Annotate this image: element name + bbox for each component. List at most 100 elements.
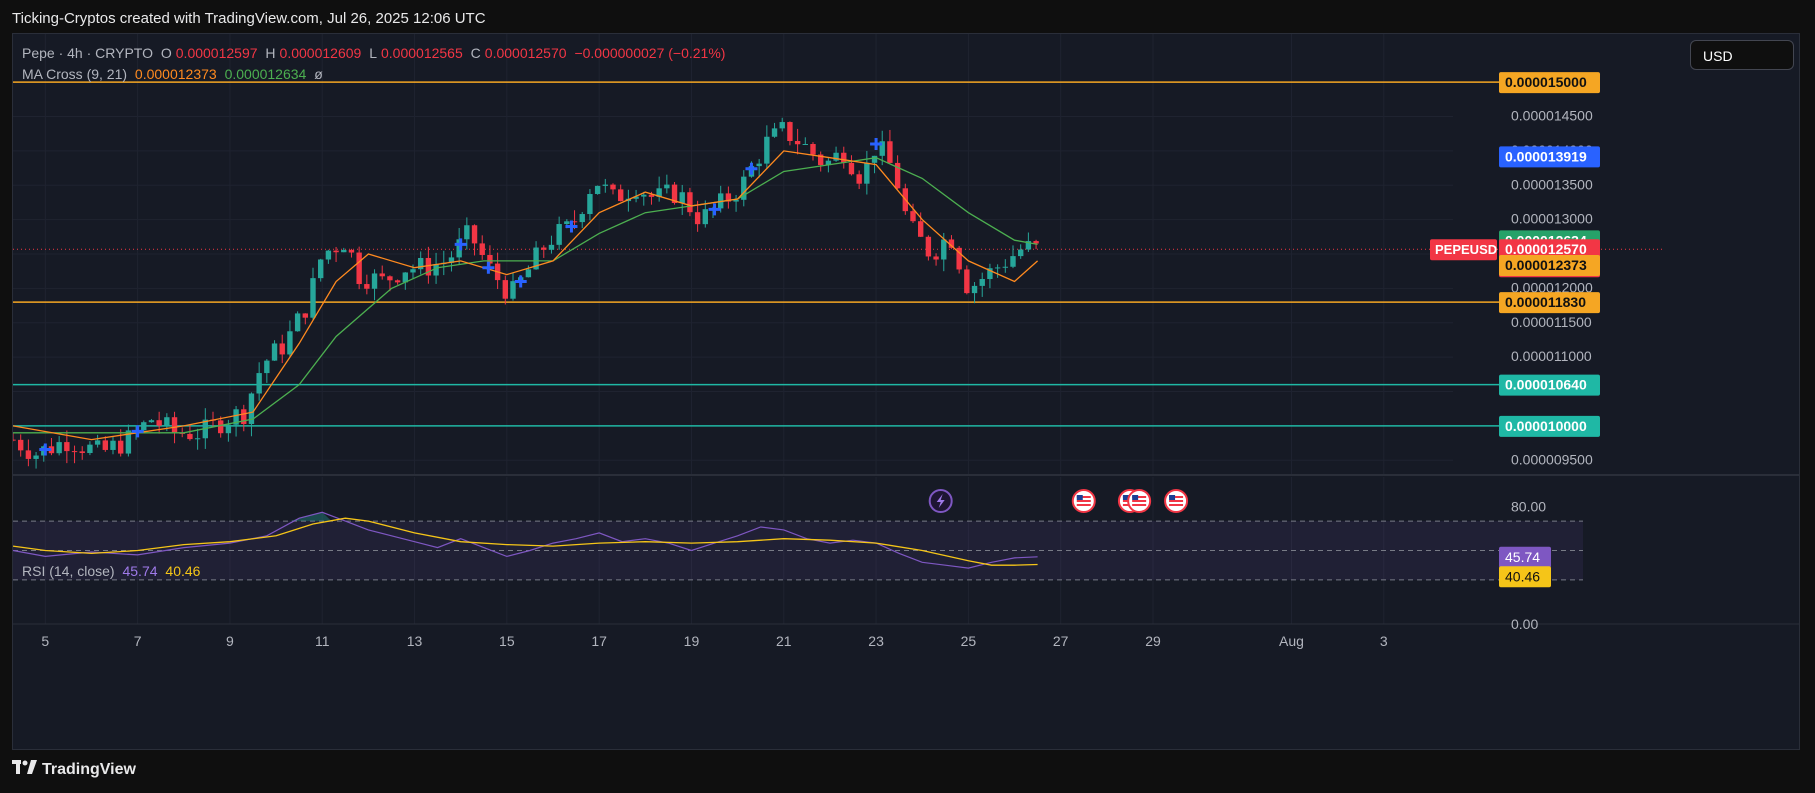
candle-up[interactable] bbox=[779, 122, 785, 129]
candle-down[interactable] bbox=[364, 284, 370, 289]
candle-down[interactable] bbox=[618, 189, 624, 202]
level-price-badge[interactable] bbox=[1499, 374, 1600, 396]
candle-up[interactable] bbox=[141, 422, 147, 431]
candle-down[interactable] bbox=[279, 343, 285, 355]
candle-down[interactable] bbox=[910, 211, 916, 222]
candle-up[interactable] bbox=[194, 438, 201, 440]
level-price-badge[interactable] bbox=[1499, 72, 1600, 94]
candle-down[interactable] bbox=[925, 236, 932, 257]
candle-down[interactable] bbox=[841, 152, 847, 163]
rsi-ma-badge[interactable] bbox=[1499, 566, 1551, 588]
candle-down[interactable] bbox=[18, 439, 24, 451]
candle-down[interactable] bbox=[671, 184, 678, 204]
candle-up[interactable] bbox=[148, 420, 155, 423]
candle-down[interactable] bbox=[348, 249, 355, 253]
candle-up[interactable] bbox=[56, 442, 62, 454]
candle-down[interactable] bbox=[102, 440, 108, 450]
candle-up[interactable] bbox=[248, 393, 255, 424]
candle-down[interactable] bbox=[1033, 241, 1039, 244]
candle-down[interactable] bbox=[394, 280, 401, 283]
candle-down[interactable] bbox=[887, 141, 893, 163]
candle-down[interactable] bbox=[187, 433, 193, 440]
candle-up[interactable] bbox=[802, 144, 808, 146]
candle-up[interactable] bbox=[825, 160, 832, 166]
candle-down[interactable] bbox=[302, 313, 308, 318]
candle-down[interactable] bbox=[71, 451, 78, 453]
candle-down[interactable] bbox=[818, 154, 824, 166]
candle-up[interactable] bbox=[371, 273, 378, 289]
candle-down[interactable] bbox=[379, 273, 385, 277]
candle-up[interactable] bbox=[941, 239, 947, 260]
candle-up[interactable] bbox=[325, 250, 332, 260]
candle-down[interactable] bbox=[810, 144, 816, 155]
candle-down[interactable] bbox=[725, 193, 732, 202]
candle-up[interactable] bbox=[318, 259, 324, 279]
candle-up[interactable] bbox=[233, 409, 239, 425]
chart-canvas[interactable]: 0.0000150000.0000145000.0000140000.00001… bbox=[13, 34, 1799, 749]
candle-up[interactable] bbox=[294, 313, 301, 332]
candle-up[interactable] bbox=[602, 184, 608, 186]
candle-up[interactable] bbox=[525, 269, 532, 278]
candle-down[interactable] bbox=[156, 420, 162, 426]
candle-up[interactable] bbox=[402, 272, 408, 283]
candle-up[interactable] bbox=[456, 239, 462, 258]
candle-up[interactable] bbox=[548, 244, 555, 250]
candle-up[interactable] bbox=[833, 152, 839, 161]
candle-down[interactable] bbox=[848, 162, 855, 175]
candle-up[interactable] bbox=[664, 184, 670, 189]
candle-up[interactable] bbox=[1002, 266, 1008, 268]
candle-down[interactable] bbox=[356, 252, 362, 285]
candle-up[interactable] bbox=[110, 440, 116, 450]
candle-up[interactable] bbox=[464, 225, 470, 240]
level-price-badge[interactable] bbox=[1499, 415, 1600, 437]
candle-up[interactable] bbox=[418, 257, 424, 270]
candle-up[interactable] bbox=[271, 343, 278, 361]
candle-up[interactable] bbox=[987, 268, 993, 280]
candle-down[interactable] bbox=[856, 174, 862, 184]
candle-down[interactable] bbox=[479, 243, 485, 255]
candle-up[interactable] bbox=[125, 430, 132, 454]
ma-cross-price-badge[interactable] bbox=[1499, 146, 1600, 168]
candle-up[interactable] bbox=[310, 278, 316, 318]
candle-up[interactable] bbox=[771, 128, 778, 137]
candle-down[interactable] bbox=[794, 141, 801, 145]
candle-down[interactable] bbox=[502, 280, 508, 299]
candle-up[interactable] bbox=[979, 279, 985, 286]
candle-up[interactable] bbox=[264, 360, 270, 374]
candle-up[interactable] bbox=[579, 214, 585, 223]
candle-up[interactable] bbox=[733, 199, 739, 202]
candle-up[interactable] bbox=[587, 194, 593, 215]
candle-down[interactable] bbox=[471, 225, 478, 244]
candle-up[interactable] bbox=[879, 141, 885, 156]
candle-down[interactable] bbox=[694, 212, 701, 225]
candle-down[interactable] bbox=[64, 442, 70, 452]
candle-down[interactable] bbox=[541, 247, 547, 250]
candle-down[interactable] bbox=[894, 162, 901, 189]
candle-down[interactable] bbox=[648, 194, 655, 197]
candle-down[interactable] bbox=[218, 420, 224, 434]
candle-up[interactable] bbox=[87, 444, 93, 453]
candle-up[interactable] bbox=[871, 155, 878, 163]
candle-up[interactable] bbox=[564, 221, 570, 225]
rsi-label[interactable]: RSI (14, close) bbox=[22, 563, 115, 579]
currency-select[interactable]: USD bbox=[1690, 40, 1794, 70]
candle-down[interactable] bbox=[787, 122, 793, 142]
candle-up[interactable] bbox=[410, 269, 416, 273]
candle-up[interactable] bbox=[256, 373, 262, 394]
candle-up[interactable] bbox=[756, 163, 762, 167]
candle-up[interactable] bbox=[741, 176, 747, 200]
candle-down[interactable] bbox=[948, 239, 955, 248]
candle-up[interactable] bbox=[1010, 256, 1016, 267]
candle-up[interactable] bbox=[702, 209, 708, 225]
chart-frame[interactable]: 0.0000150000.0000145000.0000140000.00001… bbox=[12, 33, 1800, 750]
candle-down[interactable] bbox=[425, 257, 432, 276]
candle-down[interactable] bbox=[610, 184, 616, 190]
candle-down[interactable] bbox=[13, 439, 16, 441]
ma-label[interactable]: MA Cross (9, 21) bbox=[22, 66, 128, 82]
candle-up[interactable] bbox=[433, 264, 439, 276]
candle-down[interactable] bbox=[118, 440, 124, 454]
candle-down[interactable] bbox=[387, 276, 393, 281]
candle-up[interactable] bbox=[1018, 249, 1024, 257]
candle-down[interactable] bbox=[956, 247, 962, 270]
candle-down[interactable] bbox=[333, 250, 339, 253]
